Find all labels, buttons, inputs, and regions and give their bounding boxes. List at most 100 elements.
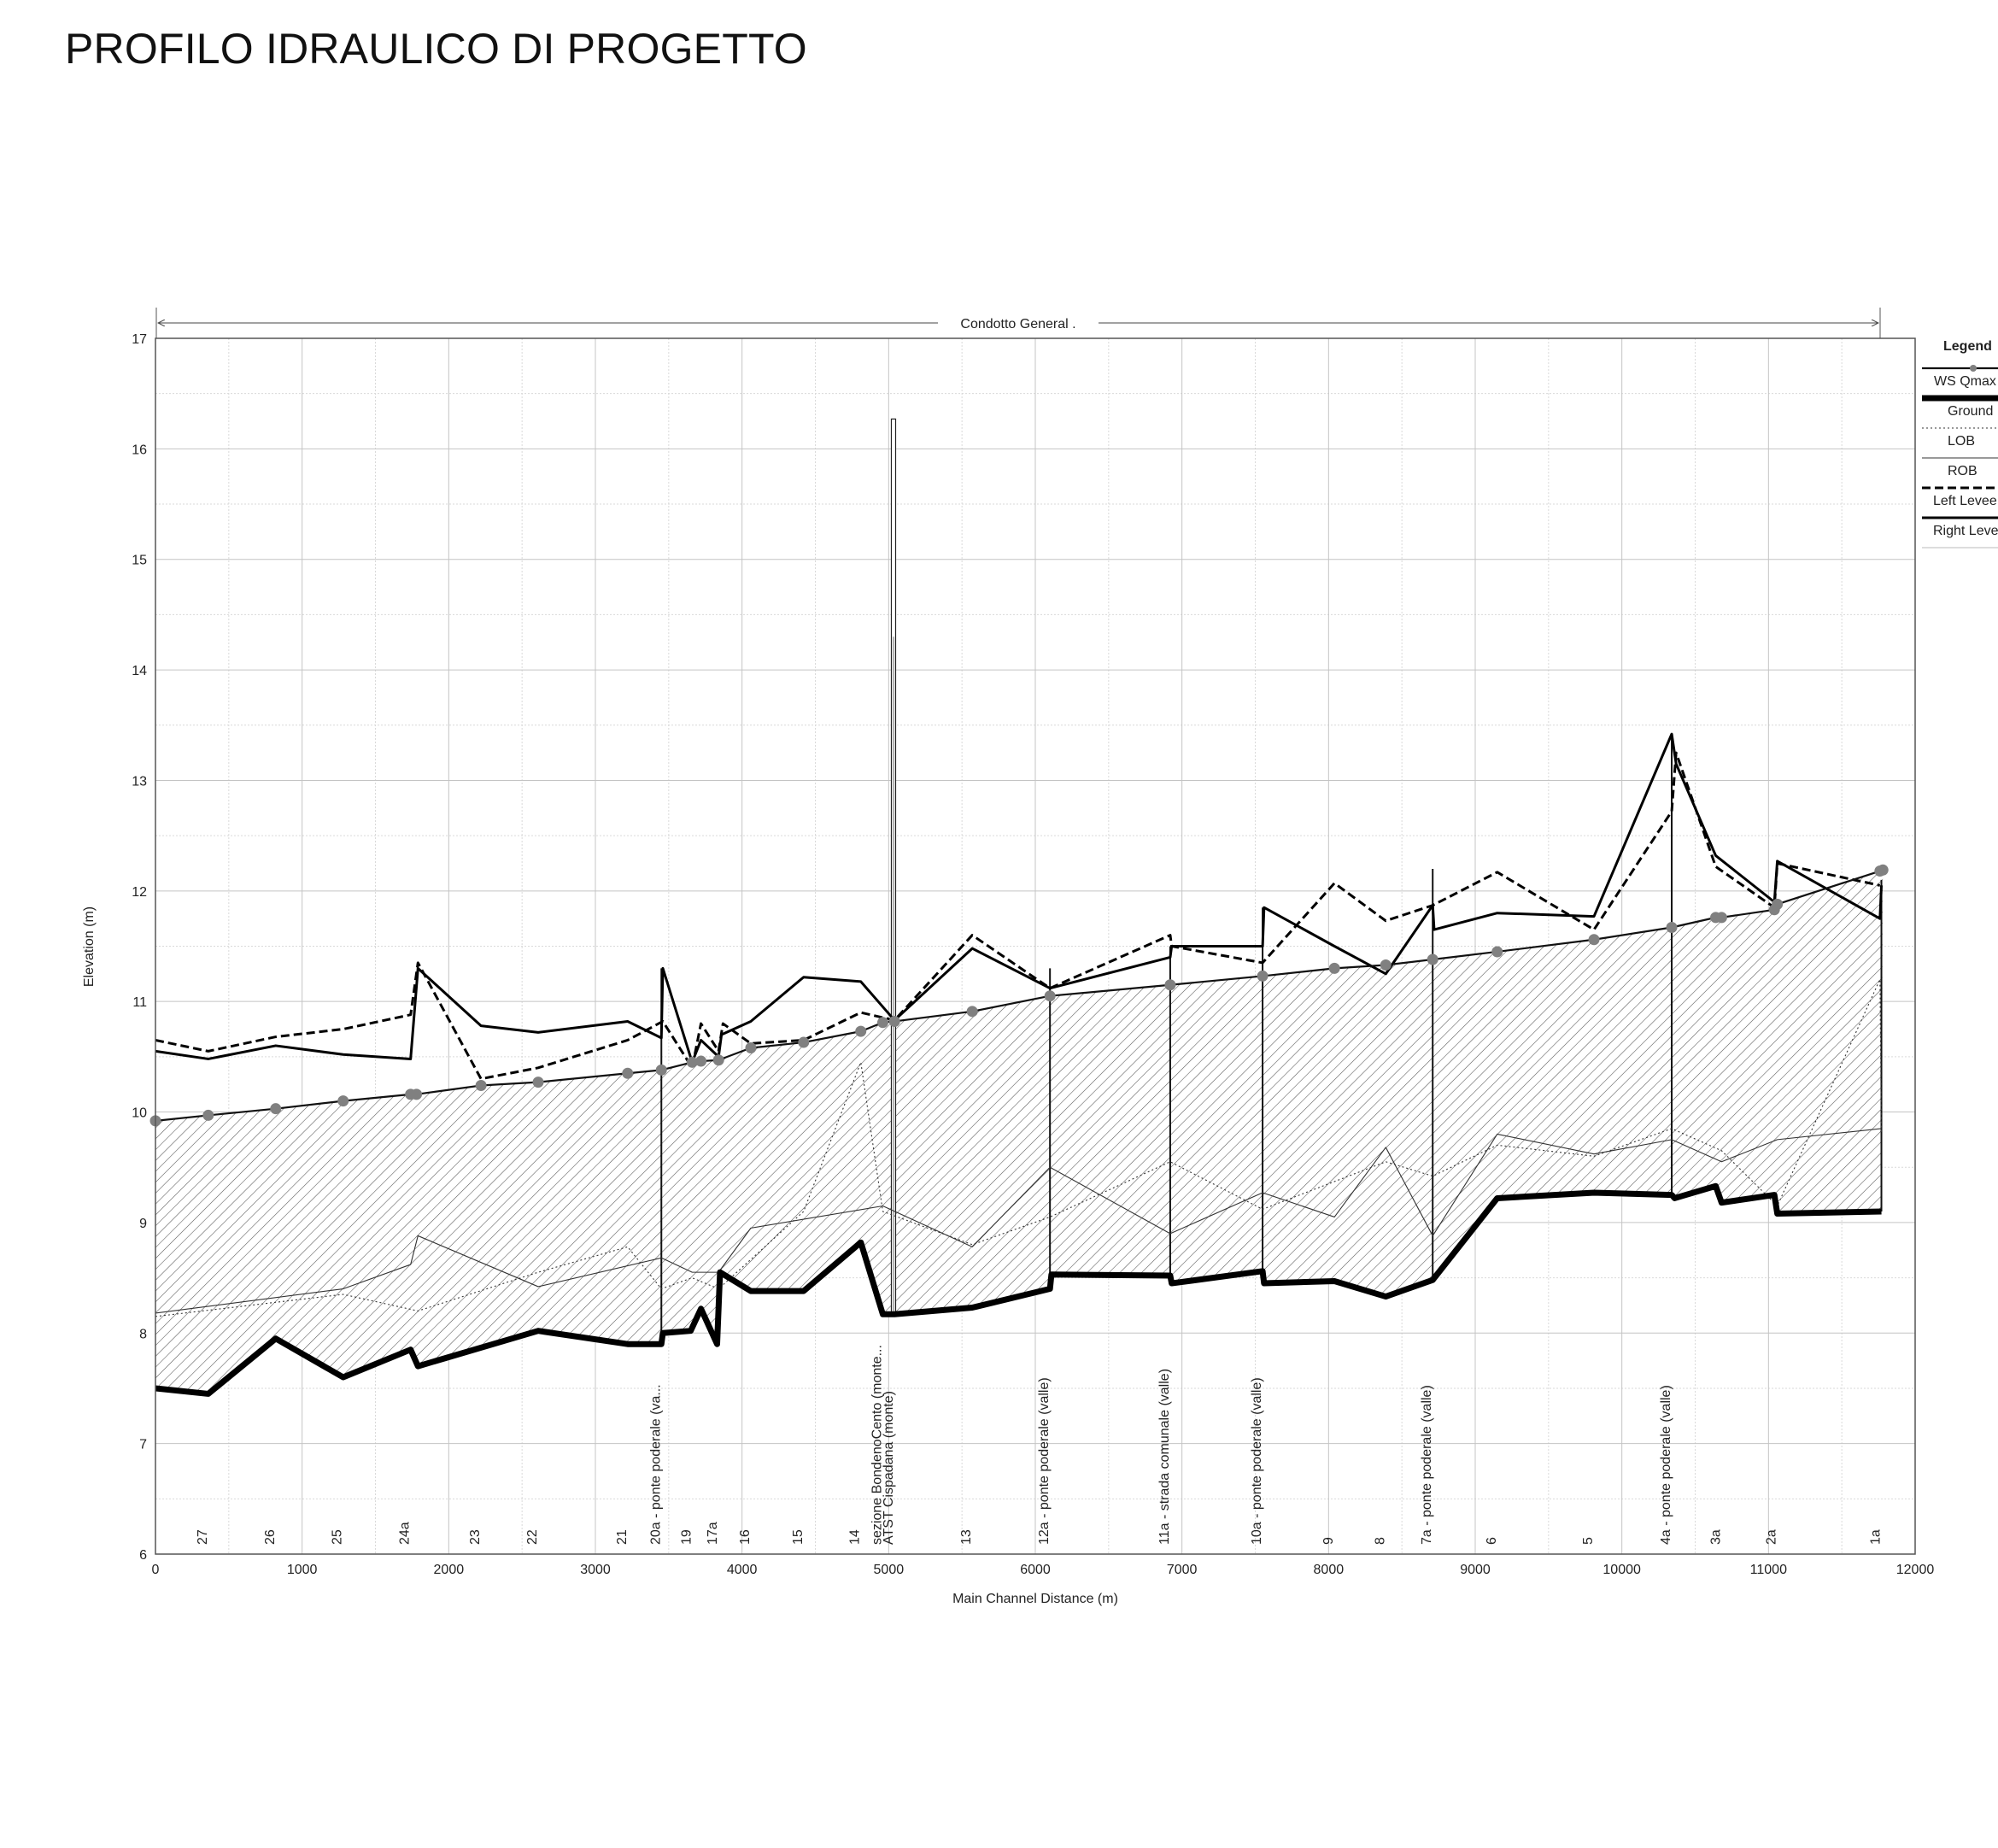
station-label: 1a [1869,1529,1884,1545]
x-tick-label: 11000 [1750,1563,1787,1577]
station-label: 24a [398,1522,413,1545]
x-tick-label: 12000 [1896,1563,1935,1577]
ws-point [695,1055,707,1067]
ws-point [1328,962,1340,974]
ws-point [1257,970,1269,982]
reach-label: Condotto General . [960,317,1075,331]
ws-point [798,1036,810,1048]
x-tick-label: 5000 [874,1563,905,1577]
x-tick-label: 8000 [1314,1563,1345,1577]
station-label: 5 [1581,1537,1596,1545]
station-label: 4a - ponte poderale (valle) [1659,1385,1673,1545]
station-label: 25 [331,1529,345,1545]
ws-point [1772,898,1784,910]
ws-point [1044,990,1056,1002]
legend: Legend WS Qmax Ground LOB ROB Left Levee Right… [1922,339,1998,549]
ws-point [888,1015,900,1027]
x-tick-label: 6000 [1020,1563,1051,1577]
plot-frame [155,337,1916,1555]
y-tick-label: 10 [132,1106,147,1121]
x-tick-label: 2000 [434,1563,465,1577]
y-tick-label: 17 [132,332,147,347]
ws-point [712,1054,724,1066]
y-tick-label: 8 [139,1327,147,1341]
y-tick-label: 14 [132,664,147,678]
series-lines [155,732,1884,1397]
series-line-ground [155,1182,1882,1397]
station-label: 27 [196,1529,210,1545]
ws-point [270,1103,282,1115]
x-tick-label: 7000 [1167,1563,1198,1577]
legend-entry: LOB [1948,434,1975,449]
ws-point [532,1077,544,1088]
y-axis-title: Elevation (m) [82,906,97,987]
y-tick-label: 12 [132,885,147,900]
ws-point [1164,979,1176,991]
ws-markers [149,864,1889,1127]
station-label: 2a [1765,1529,1779,1545]
legend-entry: ROB [1948,464,1977,478]
series-line-right-levee [155,732,1884,1064]
ws-point [1877,864,1889,876]
station-label: 3a [1708,1529,1723,1545]
station-label: 15 [791,1529,806,1545]
x-tick-label: 9000 [1460,1563,1491,1577]
ws-point [1427,953,1438,965]
station-label: 13 [959,1529,974,1545]
y-tick-label: 16 [132,443,147,457]
x-tick-label: 10000 [1603,1563,1641,1577]
ws-point [1666,922,1678,934]
station-label: 11a - strada comunale (valle) [1157,1369,1172,1545]
station-label: 23 [468,1529,483,1545]
station-label: 6 [1485,1537,1499,1545]
x-tick-label: 3000 [580,1563,611,1577]
station-label: 19 [679,1529,694,1545]
legend-title: Legend [1943,339,1992,354]
y-tick-label: 7 [139,1438,147,1452]
series-line-rob [155,1128,1882,1314]
series-line-left-levee [155,751,1881,1081]
station-label: 26 [263,1529,278,1545]
legend-entry: Left Levee [1933,494,1997,508]
ws-point [855,1025,867,1037]
series-line-ws-qmax [155,869,1884,1122]
station-label: 9 [1321,1537,1336,1545]
ws-point [475,1079,487,1091]
station-label: 14 [848,1529,863,1545]
legend-marker [1970,365,1977,372]
ws-point [1491,946,1503,958]
station-label: 17a [706,1522,720,1545]
series-line-lob [155,978,1883,1317]
ws-point [337,1095,349,1107]
y-tick-label: 9 [139,1217,147,1231]
station-label: 20a - ponte poderale (va... [648,1384,663,1545]
ws-point [1715,912,1727,924]
ws-point [655,1064,667,1076]
ws-point [622,1067,634,1079]
ws-point [202,1109,214,1121]
reach-bracket: Condotto General . [155,308,1881,338]
legend-entry: WS Qmax [1934,374,1996,389]
x-tick-labels: 0 1000 2000 3000 4000 5000 6000 7000 8000 9000 100… [152,1563,1935,1577]
station-label: 21 [615,1529,630,1545]
ws-point [876,1017,888,1029]
ws-point [411,1088,423,1100]
station-label: 12a - ponte poderale (valle) [1037,1377,1052,1545]
ws-point [745,1042,757,1054]
y-tick-label: 13 [132,774,147,789]
station-label: 7a - ponte poderale (valle) [1420,1385,1434,1545]
ws-point [966,1006,978,1018]
station-label: 16 [738,1529,753,1545]
station-label: sezione BondenoCento (monte... [870,1345,884,1545]
page-title: PROFILO IDRAULICO DI PROGETTO [65,25,807,73]
y-tick-label: 15 [132,554,147,568]
x-tick-label: 0 [152,1563,160,1577]
water-hatch-area [155,870,1884,1394]
x-axis-title: Main Channel Distance (m) [952,1592,1118,1606]
legend-entry: Ground [1948,404,1993,419]
water-area-hatch [155,870,1884,1394]
ws-point [1588,934,1600,946]
station-label: ATST Cispadana (monte) [882,1391,896,1545]
y-tick-labels: 6 7 8 9 10 11 12 13 14 15 16 17 [132,332,147,1563]
